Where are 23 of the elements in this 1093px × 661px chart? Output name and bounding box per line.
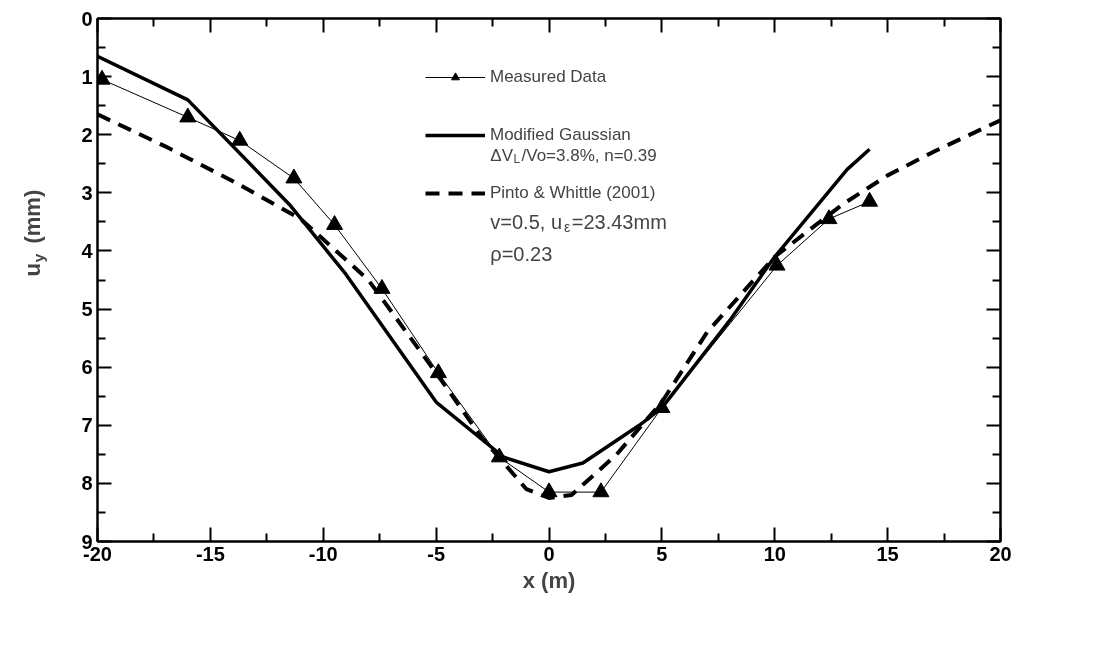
annotation: ρ=0.23 [490,242,553,265]
y-tick-label: 2 [81,123,93,146]
y-tick-label: 6 [81,356,93,379]
y-tick-label: 3 [81,181,93,204]
x-tick-label: -10 [308,542,338,565]
x-tick-label: -5 [427,542,446,565]
x-tick-label: 0 [543,542,555,565]
x-tick-label: 5 [656,542,668,565]
x-tick-label: 10 [763,542,786,565]
y-tick-label: 1 [81,65,93,88]
y-tick-label: 0 [81,7,93,30]
x-axis-title: x (m) [522,567,576,593]
y-axis-title: uy (mm) [20,189,47,277]
y-tick-label: 5 [81,298,93,321]
legend-label: Modified Gaussian [490,125,631,145]
y-tick-label: 7 [81,414,93,437]
x-tick-label: -15 [195,542,225,565]
y-tick-label: 4 [81,239,94,262]
x-tick-label: 15 [876,542,899,565]
x-tick-label: 20 [989,542,1012,565]
legend-label: Pinto & Whittle (2001) [490,183,656,203]
y-tick-label: 8 [81,472,93,495]
legend-label: Measured Data [490,67,607,87]
